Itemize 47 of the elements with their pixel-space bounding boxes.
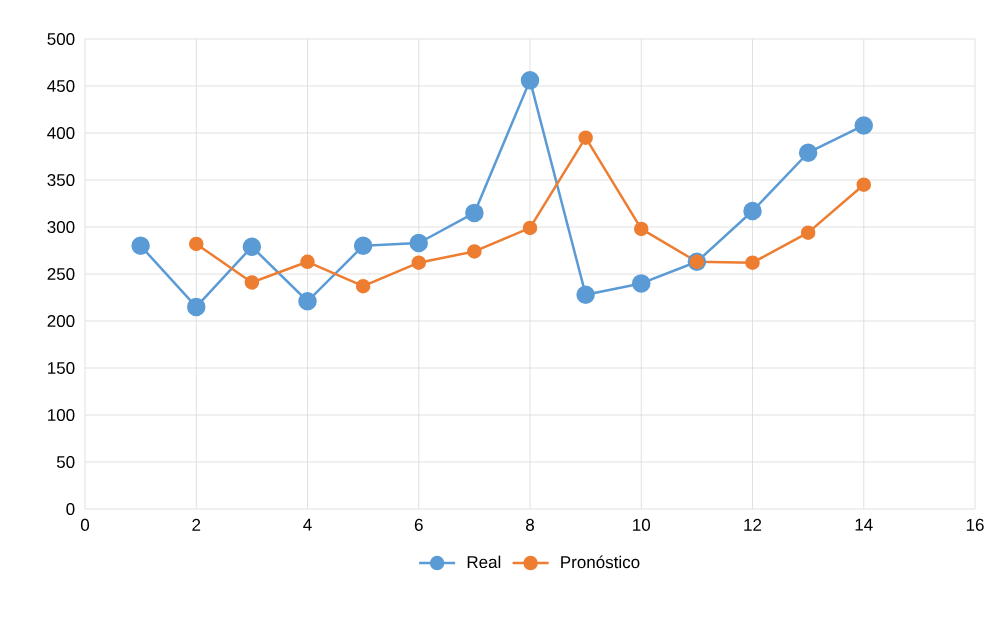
point — [743, 201, 762, 221]
point — [520, 71, 540, 90]
x-tick-label: 6 — [414, 518, 423, 531]
point — [467, 244, 482, 259]
point — [578, 130, 593, 145]
legend-label: Pronóstico — [561, 555, 640, 569]
legend-label: Real — [467, 555, 501, 569]
point — [522, 220, 538, 236]
x-tick-label: 4 — [303, 518, 312, 531]
point — [800, 225, 816, 240]
x-tick-label: 14 — [855, 518, 873, 531]
y-tick-label: 0 — [66, 502, 75, 516]
point — [242, 237, 262, 256]
point — [798, 143, 818, 162]
y-tick-label: 250 — [47, 267, 75, 281]
y-tick-label: 100 — [48, 408, 75, 422]
y-tick-label: 50 — [56, 455, 75, 469]
y-tick-label: 300 — [47, 220, 75, 234]
point — [353, 236, 373, 256]
y-tick-label: 400 — [47, 126, 75, 140]
point — [189, 236, 204, 252]
x-tick-label: 10 — [633, 518, 651, 531]
point — [465, 203, 484, 223]
y-tick-label: 200 — [47, 314, 75, 328]
point — [634, 221, 649, 237]
point — [355, 278, 371, 294]
y-tick-label: 500 — [47, 32, 75, 46]
x-tick-label: 8 — [526, 518, 534, 531]
point — [409, 233, 428, 253]
point — [856, 177, 872, 192]
x-tick-label: 12 — [744, 518, 762, 531]
point — [411, 255, 426, 270]
point — [632, 274, 651, 293]
point — [854, 116, 874, 135]
point — [187, 297, 206, 317]
point — [300, 254, 315, 270]
point — [244, 275, 260, 290]
y-tick-label: 350 — [47, 173, 75, 187]
point — [745, 255, 760, 270]
x-tick-label: 0 — [80, 518, 90, 531]
y-tick-label: 450 — [47, 79, 75, 93]
y-tick-label: 150 — [48, 361, 75, 375]
x-tick-label: 16 — [966, 518, 984, 531]
x-tick-label: 2 — [192, 518, 201, 531]
point — [131, 236, 150, 256]
point — [298, 292, 317, 311]
point — [576, 285, 595, 304]
